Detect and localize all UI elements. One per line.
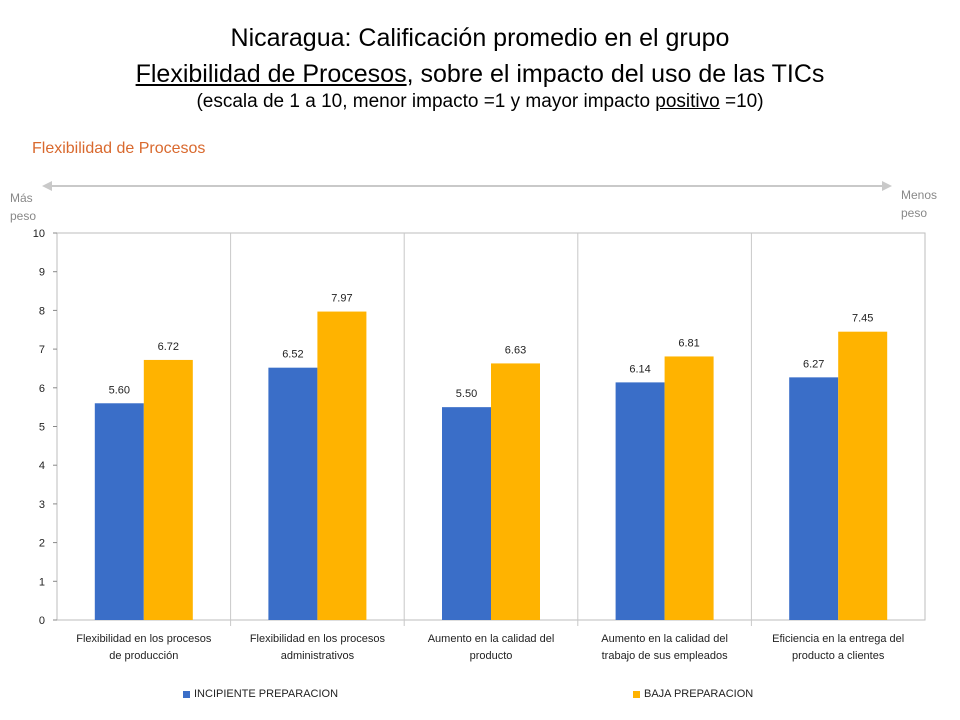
bar-value-label: 7.45 [852,313,873,325]
legend-label-baja: BAJA PREPARACION [644,688,754,700]
legend-swatch-orange [633,690,640,698]
weight-arrow [42,181,892,191]
bar-baja [317,311,367,620]
title-scale-text-a: (escala de 1 a 10, menor impacto =1 y ma… [196,91,656,112]
bar-value-label: 6.27 [803,358,824,370]
y-tick-label: 0 [39,615,45,627]
bars: 5.60 6.52 5.50 6.14 6.27 6.72 7.97 6.63 6.81 7.45 [94,293,888,620]
bar-value-label: 6.52 [282,349,303,361]
bar-value-label: 6.81 [678,337,699,349]
bar-value-label: 6.63 [505,344,526,356]
category-label: trabajo de sus empleados [602,650,728,662]
less-weight-line-2: peso [901,206,928,220]
legend-item-incipiente: INCIPIENTE PREPARACION [183,688,338,700]
chart-subtitle: Flexibilidad de Procesos [32,140,206,157]
less-weight-line-1: Menos [901,188,938,202]
y-tick-label: 6 [39,383,45,395]
title-line-2: Flexibilidad de Procesos, sobre el impac… [0,58,960,90]
title-line-3: (escala de 1 a 10, menor impacto =1 y ma… [0,90,960,114]
bar-baja [491,363,540,620]
category-label: administrativos [281,650,355,662]
less-weight-label: Menos peso [901,186,937,222]
category-label: Aumento en la calidad del [601,633,728,645]
more-weight-line-1: Más [10,191,33,205]
bar-baja [664,356,714,620]
category-label: Eficiencia en la entrega del [772,633,904,645]
y-tick-label: 10 [33,228,45,240]
bar-baja [143,359,193,620]
bar-incipiente [442,407,491,620]
bar-value-label: 6.72 [158,341,179,353]
bar-incipiente [268,367,318,620]
bar-value-label: 5.50 [456,388,477,400]
bar-value-label: 6.14 [629,363,650,375]
legend-item-baja: BAJA PREPARACION [633,688,753,700]
bar-incipiente [94,403,144,620]
category-label: de producción [109,650,178,662]
bar-value-label: 7.97 [331,293,352,305]
bar-incipiente [789,377,839,620]
category-label: Flexibilidad en los procesos [250,633,386,645]
y-tick-label: 3 [39,499,45,511]
bar-incipiente [615,382,665,620]
title-scale-positive: positivo [655,91,720,112]
y-tick-label: 7 [39,344,45,356]
category-label: producto [470,650,513,662]
more-weight-label: Más peso [10,189,36,225]
y-axis: 0 1 2 3 4 5 6 7 8 9 10 [33,228,57,627]
title-line-1: Nicaragua: Calificación promedio en el g… [230,24,730,52]
category-label: Flexibilidad en los procesos [76,633,212,645]
title-underlined-term: Flexibilidad de Procesos [135,60,407,88]
title-line-2-rest: , sobre el impacto del uso de las TICs [406,60,825,88]
arrow-left-head-icon [42,181,52,191]
category-label: producto a clientes [792,650,885,662]
y-tick-label: 5 [39,422,45,434]
legend-label-incipiente: INCIPIENTE PREPARACION [194,688,339,700]
bar-value-label: 5.60 [109,384,130,396]
y-tick-label: 8 [39,305,45,317]
y-tick-label: 4 [39,460,45,472]
arrow-right-head-icon [882,181,892,191]
y-tick-label: 2 [39,538,45,550]
y-tick-label: 1 [39,576,45,588]
slide-title: Nicaragua: Calificación promedio en el g… [0,22,960,114]
title-scale-text-b: =10) [719,91,764,112]
more-weight-line-2: peso [10,209,37,223]
category-label: Aumento en la calidad del [428,633,555,645]
bar-baja [838,331,888,620]
x-axis-labels: Flexibilidad en los procesos de producció… [76,633,904,662]
y-tick-label: 9 [39,267,45,279]
legend-swatch-blue [183,690,190,698]
